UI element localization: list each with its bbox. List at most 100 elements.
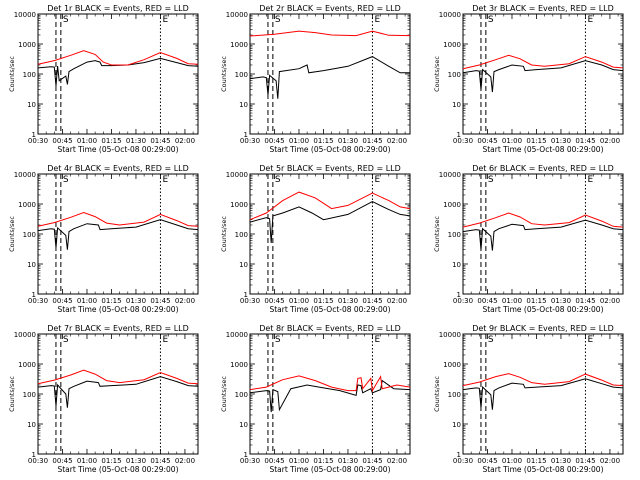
y-tick-label: 10000 — [14, 11, 36, 19]
x-tick-label: 01:15 — [313, 297, 333, 305]
lld-series-line — [462, 373, 624, 387]
y-tick-label: 1 — [32, 291, 36, 299]
y-axis-label: Counts/sec — [220, 376, 228, 412]
y-tick-label: 10 — [27, 101, 36, 109]
y-tick-label: 100 — [23, 231, 36, 239]
y-axis-label: Counts/sec — [433, 216, 441, 252]
panel-1: Det 1r BLACK = Events, RED = LLD 1 10 100 10… — [8, 4, 199, 154]
x-tick-label: 00:30 — [28, 137, 48, 145]
y-axis-label: Counts/sec — [433, 56, 441, 92]
x-tick-label: 02:00 — [600, 137, 620, 145]
x-tick-label: 00:45 — [477, 297, 497, 305]
x-tick-label: 00:30 — [240, 457, 260, 465]
panel-7: Det 7r BLACK = Events, RED = LLD 1 10 100 10… — [8, 324, 199, 474]
x-tick-label: 01:45 — [150, 297, 170, 305]
x-tick-label: 00:45 — [477, 457, 497, 465]
x-tick-label: 01:15 — [101, 137, 121, 145]
y-tick-label: 100 — [235, 71, 248, 79]
y-axis-label: Counts/sec — [433, 376, 441, 412]
x-tick-label: 01:30 — [126, 137, 146, 145]
y-tick-label: 1000 — [230, 361, 248, 369]
y-tick-label: 10000 — [226, 11, 248, 19]
lld-series-line — [249, 191, 411, 221]
marker-letter: S — [275, 335, 281, 345]
y-tick-label: 10 — [452, 101, 461, 109]
x-tick-label: 01:45 — [362, 137, 382, 145]
marker-letter: E — [587, 335, 593, 345]
x-tick-label: 00:30 — [453, 457, 473, 465]
events-series-line — [462, 378, 624, 410]
marker-letter: S — [63, 175, 69, 185]
x-axis-label: Start Time (05-Oct-08 00:29:00) — [57, 145, 178, 154]
events-series-line — [37, 219, 199, 250]
x-tick-label: 01:45 — [362, 297, 382, 305]
x-tick-label: 00:30 — [453, 137, 473, 145]
panel-4: Det 4r BLACK = Events, RED = LLD 1 10 100 10… — [8, 164, 199, 314]
events-series-line — [462, 219, 624, 251]
marker-letter: S — [275, 15, 281, 25]
y-tick-label: 1000 — [443, 41, 461, 49]
x-axis-label: Start Time (05-Oct-08 00:29:00) — [57, 465, 178, 474]
y-tick-label: 1 — [244, 131, 248, 139]
x-tick-label: 01:00 — [502, 297, 522, 305]
y-tick-label: 100 — [448, 391, 461, 399]
y-tick-label: 100 — [235, 391, 248, 399]
marker-letter: E — [587, 175, 593, 185]
events-series-line — [462, 60, 624, 93]
x-tick-label: 02:00 — [387, 457, 407, 465]
y-tick-label: 10 — [27, 421, 36, 429]
y-tick-label: 10 — [239, 421, 248, 429]
marker-letter: E — [374, 175, 380, 185]
x-tick-label: 01:15 — [313, 137, 333, 145]
x-tick-label: 00:45 — [52, 297, 72, 305]
x-tick-label: 01:00 — [502, 457, 522, 465]
y-tick-label: 100 — [448, 71, 461, 79]
y-tick-label: 1 — [457, 291, 461, 299]
lld-series-line — [462, 212, 624, 228]
x-tick-label: 00:30 — [240, 137, 260, 145]
y-tick-label: 100 — [23, 71, 36, 79]
x-tick-label: 01:30 — [338, 457, 358, 465]
y-tick-label: 1000 — [443, 201, 461, 209]
y-tick-label: 100 — [235, 231, 248, 239]
x-tick-label: 01:00 — [289, 457, 309, 465]
marker-letter: E — [162, 175, 168, 185]
x-tick-label: 01:00 — [77, 137, 97, 145]
events-series-line — [249, 56, 410, 99]
x-tick-label: 01:00 — [77, 297, 97, 305]
x-axis-label: Start Time (05-Oct-08 00:29:00) — [269, 305, 390, 314]
panel-title: Det 9r BLACK = Events, RED = LLD — [472, 324, 614, 333]
marker-letter: E — [587, 15, 593, 25]
y-tick-label: 10000 — [439, 331, 461, 339]
x-axis-label: Start Time (05-Oct-08 00:29:00) — [482, 465, 603, 474]
plot-frame — [37, 173, 199, 295]
x-tick-label: 01:15 — [526, 457, 546, 465]
x-tick-label: 01:00 — [289, 297, 309, 305]
y-tick-label: 10000 — [226, 171, 248, 179]
y-tick-label: 10000 — [439, 171, 461, 179]
y-tick-label: 1000 — [443, 361, 461, 369]
events-series-line — [37, 57, 199, 86]
x-tick-label: 02:00 — [387, 137, 407, 145]
panel-title: Det 6r BLACK = Events, RED = LLD — [472, 164, 614, 173]
events-series-line — [37, 376, 199, 408]
x-tick-label: 01:15 — [101, 457, 121, 465]
x-axis-label: Start Time (05-Oct-08 00:29:00) — [269, 145, 390, 154]
marker-letter: E — [374, 335, 380, 345]
x-tick-label: 00:30 — [28, 297, 48, 305]
x-tick-label: 00:45 — [264, 297, 284, 305]
marker-letter: S — [488, 335, 494, 345]
lld-series-line — [37, 50, 199, 66]
panel-2: Det 2r BLACK = Events, RED = LLD 1 10 100 10… — [220, 4, 411, 154]
x-tick-label: 01:30 — [551, 457, 571, 465]
marker-letter: E — [374, 15, 380, 25]
x-tick-label: 01:30 — [551, 297, 571, 305]
y-axis-label: Counts/sec — [8, 56, 16, 92]
panel-title: Det 7r BLACK = Events, RED = LLD — [47, 324, 189, 333]
y-tick-label: 10 — [239, 101, 248, 109]
x-tick-label: 01:45 — [362, 457, 382, 465]
x-tick-label: 00:45 — [264, 457, 284, 465]
y-tick-label: 1000 — [230, 201, 248, 209]
plot-frame — [249, 173, 411, 295]
y-tick-label: 10 — [452, 261, 461, 269]
